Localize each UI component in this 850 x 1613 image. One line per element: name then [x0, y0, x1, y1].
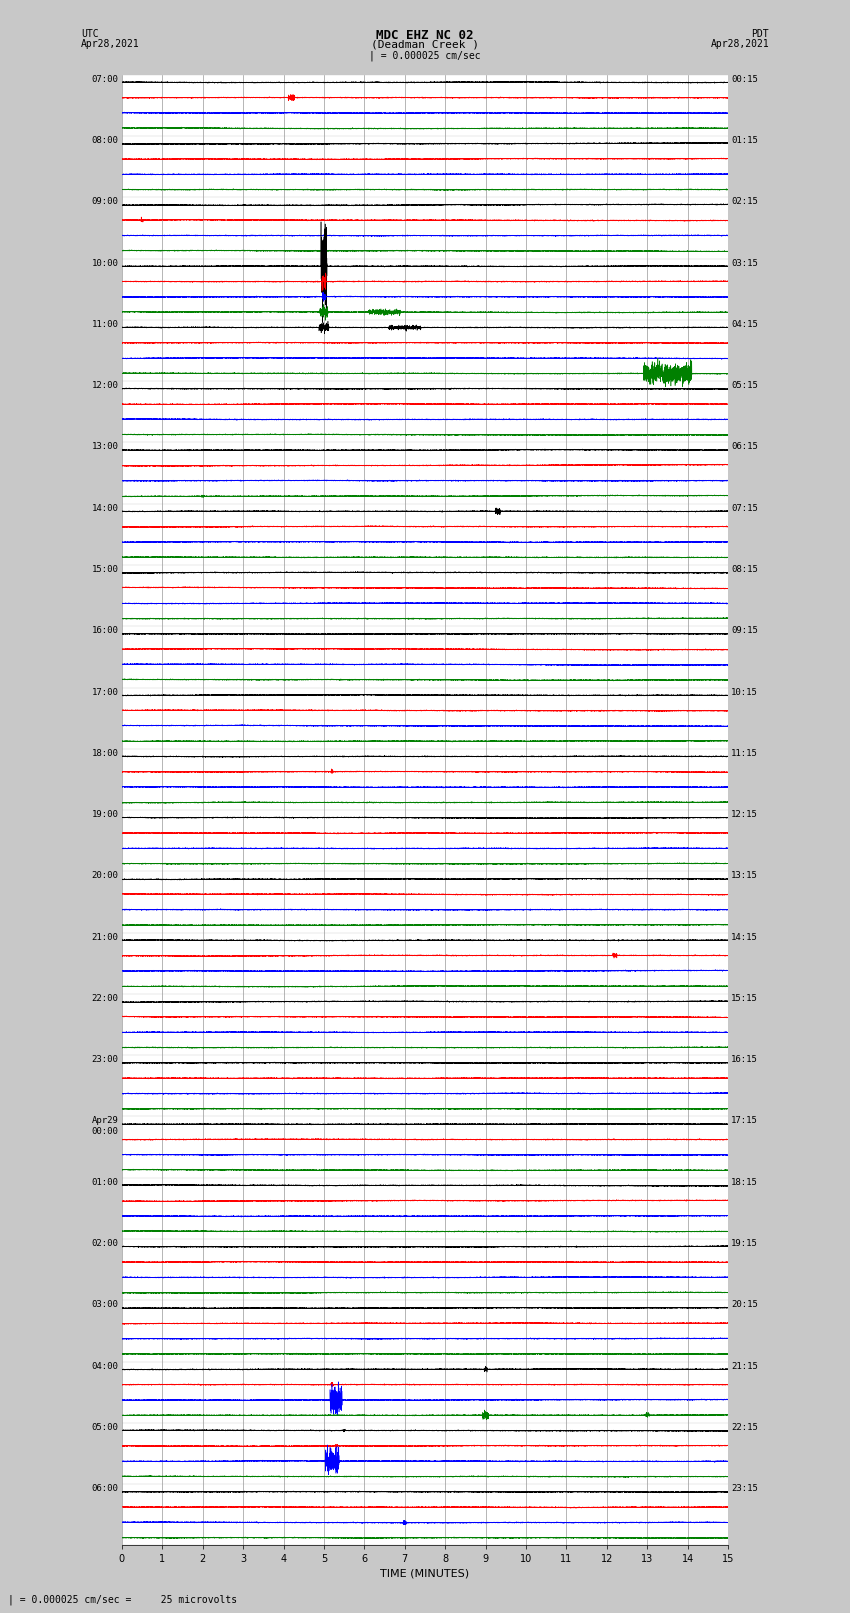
Text: 10:00: 10:00: [92, 258, 119, 268]
Text: UTC: UTC: [81, 29, 99, 39]
Text: 08:15: 08:15: [731, 565, 758, 574]
Text: 11:00: 11:00: [92, 319, 119, 329]
Text: (Deadman Creek ): (Deadman Creek ): [371, 39, 479, 50]
Text: 00:15: 00:15: [731, 74, 758, 84]
Text: 14:15: 14:15: [731, 932, 758, 942]
Text: 16:00: 16:00: [92, 626, 119, 636]
Text: 18:00: 18:00: [92, 748, 119, 758]
Text: 23:15: 23:15: [731, 1484, 758, 1494]
Text: 07:15: 07:15: [731, 503, 758, 513]
Text: 12:00: 12:00: [92, 381, 119, 390]
Text: 14:00: 14:00: [92, 503, 119, 513]
Text: 16:15: 16:15: [731, 1055, 758, 1065]
Text: PDT: PDT: [751, 29, 769, 39]
Text: 20:15: 20:15: [731, 1300, 758, 1310]
Text: 23:00: 23:00: [92, 1055, 119, 1065]
Text: 02:15: 02:15: [731, 197, 758, 206]
Text: 17:15: 17:15: [731, 1116, 758, 1126]
Text: 10:15: 10:15: [731, 687, 758, 697]
Text: 21:00: 21:00: [92, 932, 119, 942]
Text: 01:00: 01:00: [92, 1177, 119, 1187]
Text: 05:00: 05:00: [92, 1423, 119, 1432]
Text: 01:15: 01:15: [731, 135, 758, 145]
Text: | = 0.000025 cm/sec =     25 microvolts: | = 0.000025 cm/sec = 25 microvolts: [8, 1594, 238, 1605]
Text: 03:15: 03:15: [731, 258, 758, 268]
Text: 18:15: 18:15: [731, 1177, 758, 1187]
Text: 09:00: 09:00: [92, 197, 119, 206]
Text: 06:15: 06:15: [731, 442, 758, 452]
Text: 13:15: 13:15: [731, 871, 758, 881]
Text: 15:15: 15:15: [731, 994, 758, 1003]
Text: 12:15: 12:15: [731, 810, 758, 819]
Text: 13:00: 13:00: [92, 442, 119, 452]
Text: 08:00: 08:00: [92, 135, 119, 145]
Text: | = 0.000025 cm/sec: | = 0.000025 cm/sec: [369, 50, 481, 61]
Text: 19:15: 19:15: [731, 1239, 758, 1248]
Text: 20:00: 20:00: [92, 871, 119, 881]
Text: MDC EHZ NC 02: MDC EHZ NC 02: [377, 29, 473, 42]
Text: 19:00: 19:00: [92, 810, 119, 819]
Text: 03:00: 03:00: [92, 1300, 119, 1310]
Text: Apr28,2021: Apr28,2021: [81, 39, 139, 48]
Text: Apr29
00:00: Apr29 00:00: [92, 1116, 119, 1136]
Text: 22:15: 22:15: [731, 1423, 758, 1432]
Text: 06:00: 06:00: [92, 1484, 119, 1494]
Text: 04:15: 04:15: [731, 319, 758, 329]
Text: 11:15: 11:15: [731, 748, 758, 758]
Text: 09:15: 09:15: [731, 626, 758, 636]
Text: 15:00: 15:00: [92, 565, 119, 574]
Text: 21:15: 21:15: [731, 1361, 758, 1371]
X-axis label: TIME (MINUTES): TIME (MINUTES): [381, 1569, 469, 1579]
Text: 05:15: 05:15: [731, 381, 758, 390]
Text: 17:00: 17:00: [92, 687, 119, 697]
Text: 04:00: 04:00: [92, 1361, 119, 1371]
Text: 02:00: 02:00: [92, 1239, 119, 1248]
Text: Apr28,2021: Apr28,2021: [711, 39, 769, 48]
Text: 22:00: 22:00: [92, 994, 119, 1003]
Text: 07:00: 07:00: [92, 74, 119, 84]
